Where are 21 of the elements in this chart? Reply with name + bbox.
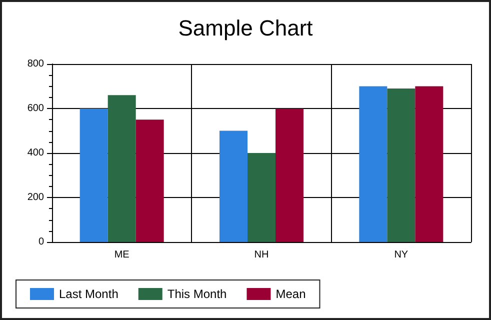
bar — [80, 108, 108, 242]
bar — [276, 108, 304, 242]
bar — [248, 153, 276, 242]
x-tick-label: ME — [114, 250, 130, 260]
legend-label: Mean — [276, 287, 306, 301]
x-tick-label: NY — [394, 250, 408, 260]
bar — [387, 88, 416, 242]
y-tick-label: 800 — [27, 58, 44, 70]
bar — [220, 130, 248, 242]
chart-title: Sample Chart — [178, 16, 313, 40]
legend-label: This Month — [167, 287, 227, 301]
y-tick-label: 200 — [27, 192, 44, 203]
bar — [108, 95, 136, 242]
bar — [359, 86, 388, 242]
y-tick-label: 400 — [27, 148, 44, 158]
bar — [415, 86, 444, 242]
y-tick-label: 0 — [38, 236, 44, 248]
x-tick-label: NH — [254, 250, 269, 260]
legend-label: Last Month — [59, 287, 118, 301]
y-tick-label: 600 — [27, 103, 44, 114]
bar — [136, 120, 164, 242]
